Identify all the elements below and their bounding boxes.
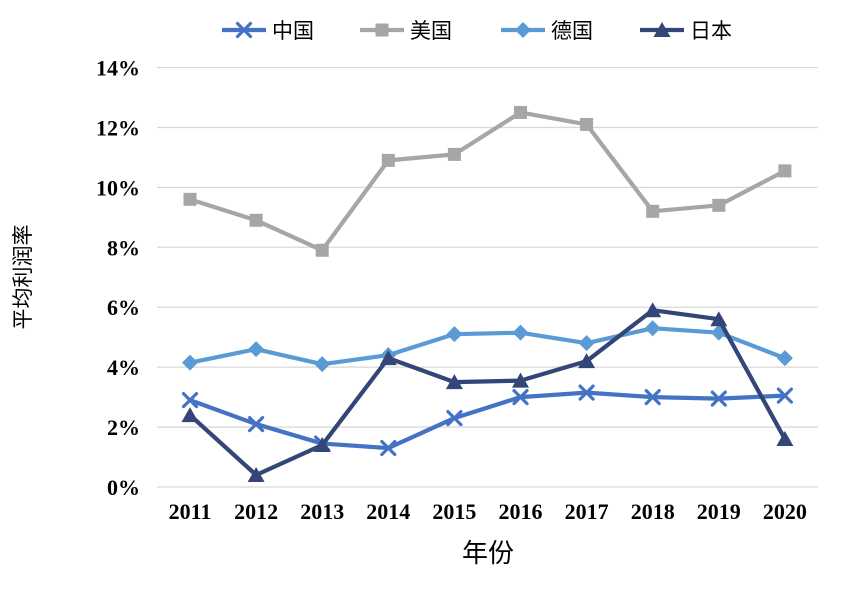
legend-label-usa: 美国: [410, 19, 452, 43]
legend-item-china: 中国: [222, 19, 314, 43]
x-tick-label: 2020: [763, 499, 807, 524]
y-tick-label: 14%: [96, 56, 140, 81]
y-tick-label: 0%: [107, 475, 140, 500]
marker-usa: [580, 117, 594, 131]
marker-china: [776, 387, 793, 404]
legend-marker-china: [235, 21, 253, 39]
marker-japan: [445, 374, 463, 390]
series-line-germany: [187, 326, 787, 367]
legend-marker-germany: [515, 22, 531, 38]
legend-label-japan: 日本: [690, 19, 732, 43]
marker-germany: [578, 335, 595, 352]
marker-japan: [776, 431, 794, 447]
marker-germany: [446, 326, 463, 343]
legend-item-japan: 日本: [640, 19, 732, 43]
marker-china: [578, 384, 595, 401]
y-tick-label: 6%: [107, 295, 140, 320]
marker-germany: [182, 354, 198, 371]
marker-japan: [313, 437, 331, 453]
series-line-usa: [187, 110, 787, 253]
y-tick-label: 10%: [96, 175, 140, 200]
legend-marker-usa: [375, 23, 389, 37]
series-china: [181, 384, 793, 457]
series-germany: [182, 320, 793, 373]
marker-china: [446, 409, 463, 427]
x-tick-label: 2015: [432, 499, 476, 524]
y-axis-tick-labels: 0% 2% 4% 6% 8% 10% 12% 14%: [96, 56, 140, 501]
y-tick-label: 2%: [107, 415, 140, 440]
marker-germany: [644, 320, 661, 337]
marker-china: [181, 392, 199, 409]
x-axis-tick-labels: 2011 2012 2013 2014 2015 2016 2017 2018 2019 2020: [169, 499, 807, 524]
series-line-japan: [187, 308, 787, 478]
series-line-china: [187, 390, 787, 451]
marker-usa: [646, 204, 660, 218]
series-layer: [181, 105, 794, 483]
x-tick-label: 2013: [300, 499, 344, 524]
marker-japan: [710, 311, 728, 327]
x-tick-label: 2019: [697, 499, 741, 524]
x-tick-label: 2014: [366, 499, 410, 524]
marker-germany: [776, 350, 793, 367]
marker-japan: [644, 302, 662, 318]
marker-china: [248, 415, 265, 433]
marker-japan: [379, 350, 397, 366]
legend-label-germany: 德国: [551, 19, 593, 43]
marker-japan: [578, 353, 596, 369]
marker-usa: [315, 243, 329, 257]
series-japan: [181, 302, 794, 483]
x-tick-label: 2012: [234, 499, 278, 524]
marker-china: [380, 439, 397, 457]
y-tick-label: 12%: [96, 115, 140, 140]
marker-usa: [514, 105, 527, 119]
legend-label-china: 中国: [272, 19, 314, 43]
x-axis-title: 年份: [462, 539, 514, 568]
chart-legend: 中国 美国 德国 日本: [222, 19, 732, 43]
marker-germany: [248, 341, 265, 358]
y-tick-label: 4%: [107, 355, 140, 380]
x-tick-label: 2011: [169, 499, 212, 524]
marker-usa: [778, 164, 792, 178]
marker-germany: [512, 324, 529, 341]
legend-marker-japan: [653, 22, 671, 37]
marker-china: [644, 389, 661, 406]
series-usa: [183, 105, 792, 257]
y-tick-label: 8%: [107, 235, 140, 260]
marker-germany: [314, 356, 331, 373]
x-tick-label: 2017: [565, 499, 609, 524]
marker-usa: [183, 192, 197, 206]
marker-china: [710, 390, 727, 407]
marker-usa: [712, 198, 726, 212]
marker-japan: [181, 407, 199, 423]
marker-usa: [447, 147, 461, 161]
x-tick-label: 2016: [499, 499, 543, 524]
y-axis-title: 平均利润率: [11, 225, 35, 330]
marker-china: [512, 389, 529, 406]
legend-item-usa: 美国: [360, 19, 452, 43]
marker-usa: [381, 153, 395, 167]
legend-item-germany: 德国: [501, 19, 593, 43]
marker-usa: [249, 213, 263, 227]
marker-japan: [512, 372, 529, 388]
x-tick-label: 2018: [631, 499, 675, 524]
marker-japan: [247, 467, 265, 483]
